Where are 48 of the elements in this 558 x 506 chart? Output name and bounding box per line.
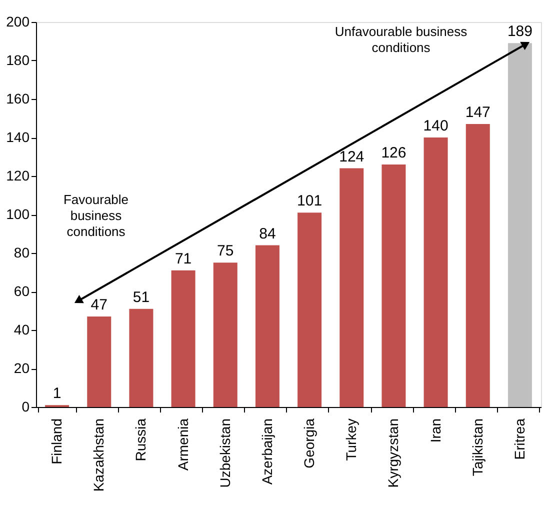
y-tick-label: 160 [6, 90, 30, 106]
y-tick-label: 180 [6, 52, 30, 68]
data-label: 51 [132, 288, 150, 306]
bar [87, 316, 112, 407]
bar [213, 262, 238, 407]
data-label: 140 [423, 118, 448, 134]
x-tick-label: Azerbaijan [258, 418, 275, 485]
data-label: 126 [381, 144, 406, 162]
y-tick-label: 0 [22, 398, 30, 414]
y-tick-label: 80 [14, 244, 30, 260]
bar [424, 138, 448, 407]
y-tick-label: 140 [6, 129, 30, 145]
x-tick-label: Kazakhstan [90, 418, 107, 492]
x-tick-label: Uzbekistan [216, 418, 233, 488]
bar [171, 270, 196, 407]
bar [382, 164, 406, 407]
bar [129, 308, 154, 407]
y-tick-label: 200 [6, 14, 30, 30]
data-label: 71 [174, 250, 192, 268]
data-label: 124 [339, 148, 364, 166]
data-label: 75 [217, 242, 234, 260]
data-label: 147 [465, 104, 490, 122]
y-tick-label: 100 [6, 206, 30, 222]
x-tick-label: Finland [48, 418, 65, 464]
x-tick-label: Tajikistan [469, 418, 486, 476]
bar [340, 168, 364, 407]
annotation: Favourable business conditions [63, 192, 129, 239]
x-tick-label: Iran [427, 418, 444, 443]
y-tick-label: 20 [14, 360, 30, 376]
y-tick-label: 120 [6, 168, 30, 184]
bar [508, 43, 532, 407]
x-tick-label: Kyrgyzstan [385, 418, 402, 488]
data-label: 47 [90, 296, 108, 314]
y-tick-label: 60 [14, 283, 30, 299]
x-tick-label: Eritrea [511, 418, 528, 460]
x-tick-label: Georgia [301, 418, 318, 468]
annotation: Unfavourable business conditions [334, 24, 468, 55]
y-tick-label: 40 [14, 322, 30, 338]
bar [255, 245, 280, 407]
data-label: 189 [507, 23, 532, 40]
data-label: 84 [259, 225, 276, 242]
bar [298, 212, 322, 407]
x-tick-label: Armenia [174, 418, 191, 471]
data-label: 101 [297, 192, 322, 210]
bar [466, 124, 490, 407]
data-label: 1 [52, 385, 62, 402]
x-tick-label: Turkey [343, 418, 360, 461]
x-tick-label: Russia [132, 418, 149, 462]
